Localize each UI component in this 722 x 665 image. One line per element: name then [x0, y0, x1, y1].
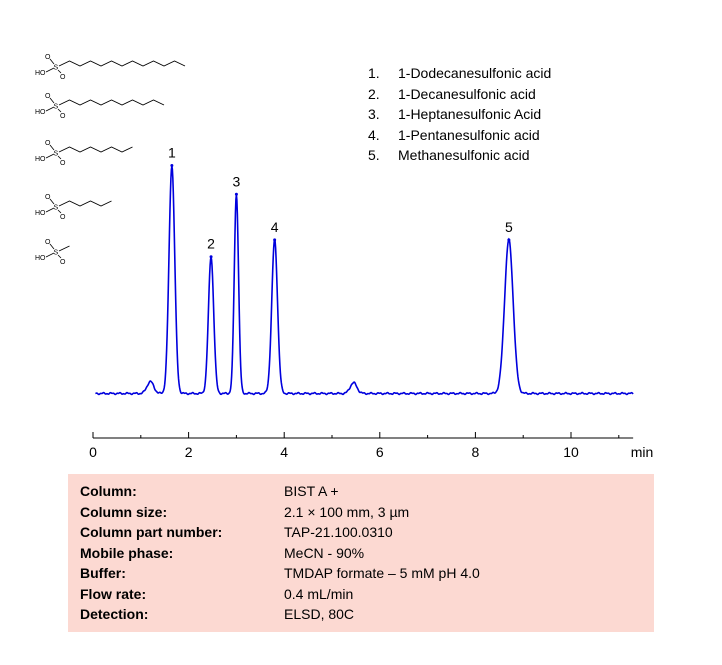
bond: [57, 209, 62, 214]
legend-item: 1. 1-Dodecanesulfonic acid: [368, 63, 551, 84]
bond: [57, 108, 62, 113]
sulfur-label: S: [54, 151, 59, 158]
peak-apex-marker: [209, 255, 213, 259]
x-axis: 0 2 4 6 8 10 min: [89, 432, 653, 460]
condition-label: Mobile phase:: [80, 544, 174, 561]
sulfonic-acid-structure: HO SO O: [35, 194, 112, 221]
legend-number: 1.: [368, 65, 380, 81]
bond: [45, 207, 55, 213]
peak-number-label: 2: [207, 236, 215, 252]
legend-compound-name: 1-Decanesulfonic acid: [398, 85, 536, 102]
bond: [45, 67, 55, 73]
peak-labels: 1 2 3 4 5: [168, 145, 513, 259]
peak-number-label: 5: [505, 219, 513, 235]
oxygen-label: O: [45, 54, 51, 61]
alkyl-chain: [58, 146, 133, 153]
legend-number: 4.: [368, 126, 380, 143]
condition-value: 2.1 × 100 mm, 3 µm: [284, 503, 410, 520]
method-conditions-panel: Column: BIST A + Column size: 2.1 × 100 mm…: [68, 474, 654, 632]
bond: [45, 252, 55, 258]
sulfur-label: S: [54, 104, 59, 111]
condition-value: BIST A +: [284, 483, 339, 499]
sulfonic-acid-structure: HO SO O: [35, 54, 186, 81]
bond: [49, 243, 55, 250]
hydroxyl-label: HO: [35, 255, 46, 262]
bond: [57, 254, 62, 259]
bond: [49, 198, 55, 205]
legend-compound-name: Methanesulfonic acid: [398, 147, 530, 163]
legend-item: 5. Methanesulfonic acid: [368, 145, 551, 166]
condition-label: Detection:: [80, 606, 149, 622]
legend-item: 4. 1-Pentanesulfonic acid: [368, 125, 551, 146]
oxygen-label: O: [60, 74, 66, 81]
legend-number: 2.: [368, 85, 380, 102]
bond: [45, 153, 55, 159]
sulfonic-acid-structure: HO SO O: [35, 239, 70, 266]
legend-compound-name: 1-Dodecanesulfonic acid: [398, 65, 552, 81]
x-tick-label: 4: [280, 444, 288, 460]
bond: [57, 155, 62, 160]
alkyl-chain: [58, 245, 70, 252]
bond: [45, 106, 55, 112]
x-tick-label: 0: [89, 444, 97, 460]
hydroxyl-label: HO: [35, 70, 46, 77]
hydroxyl-label: HO: [35, 109, 46, 116]
trace-layer: [95, 166, 634, 396]
hydroxyl-label: HO: [35, 156, 46, 163]
oxygen-label: O: [45, 194, 51, 201]
oxygen-label: O: [60, 160, 66, 167]
oxygen-label: O: [45, 93, 51, 100]
oxygen-label: O: [45, 239, 51, 246]
condition-label: Buffer:: [80, 565, 126, 581]
peak-number-label: 4: [271, 219, 279, 235]
sulfonic-acid-structure: HO SO O: [35, 140, 133, 167]
condition-label: Column part number:: [80, 524, 223, 540]
x-tick-label: 6: [376, 444, 384, 460]
legend-compound-name: 1-Pentanesulfonic acid: [398, 126, 540, 143]
peak-number-label: 3: [233, 173, 241, 189]
condition-label: Column:: [80, 483, 137, 499]
bond: [49, 58, 55, 65]
peak-number-label: 1: [168, 145, 176, 161]
oxygen-label: O: [45, 140, 51, 147]
alkyl-chain: [58, 99, 165, 106]
peak-apex-marker: [507, 238, 511, 242]
legend-item: 3. 1-Heptanesulfonic Acid: [368, 104, 551, 125]
condition-label: Column size:: [80, 503, 168, 520]
peak-apex-marker: [234, 192, 238, 196]
sulfur-label: S: [54, 250, 59, 257]
condition-value: TAP-21.100.0310: [284, 524, 393, 540]
sulfonic-acid-structure: HO SO O: [35, 93, 165, 120]
compound-legend: 1. 1-Dodecanesulfonic acid 2. 1-Decanesulf…: [368, 63, 551, 166]
legend-compound-name: 1-Heptanesulfonic Acid: [398, 106, 542, 122]
x-tick-label: 10: [563, 444, 579, 460]
sulfur-label: S: [54, 65, 59, 72]
hydroxyl-label: HO: [35, 210, 46, 217]
chromatogram-trace: [95, 166, 634, 396]
condition-value: ELSD, 80C: [284, 606, 355, 622]
x-tick-label: 8: [472, 444, 480, 460]
oxygen-label: O: [60, 259, 66, 266]
legend-number: 3.: [368, 106, 380, 122]
peak-apex-marker: [273, 238, 277, 242]
condition-value: MeCN - 90%: [284, 544, 365, 561]
alkyl-chain: [58, 60, 186, 67]
x-tick-label: 2: [185, 444, 193, 460]
bond: [49, 97, 55, 104]
condition-value: 0.4 mL/min: [284, 585, 354, 602]
condition-value: TMDAP formate – 5 mM pH 4.0: [284, 565, 480, 581]
oxygen-label: O: [60, 113, 66, 120]
sulfur-label: S: [54, 205, 59, 212]
bond: [49, 144, 55, 151]
oxygen-label: O: [60, 214, 66, 221]
condition-label: Flow rate:: [80, 585, 147, 602]
alkyl-chain: [58, 200, 112, 207]
legend-number: 5.: [368, 147, 380, 163]
x-axis-label: min: [631, 444, 654, 460]
legend-item: 2. 1-Decanesulfonic acid: [368, 84, 551, 105]
peak-apex-marker: [170, 164, 174, 167]
bond: [57, 69, 62, 74]
